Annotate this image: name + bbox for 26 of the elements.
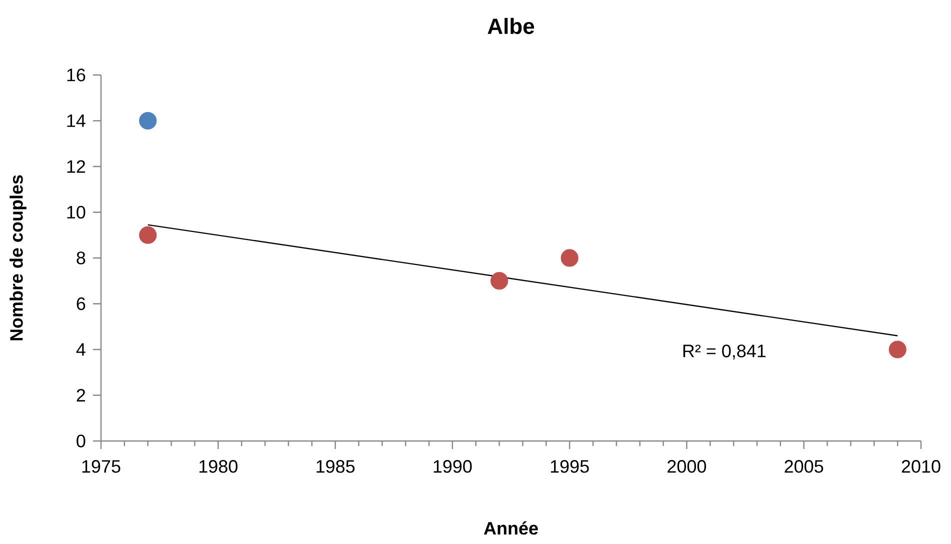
x-tick-label: 1995: [550, 460, 589, 473]
y-axis-title: Nombre de couples: [10, 175, 26, 340]
y-tick-label: 0: [76, 434, 86, 448]
y-tick-label: 14: [67, 114, 86, 127]
point: [490, 272, 508, 290]
x-tick-label: 1975: [82, 460, 120, 473]
y-tick-label: 4: [76, 343, 86, 356]
y-tick-label: 8: [76, 252, 86, 264]
y-tick-label: 6: [76, 297, 86, 310]
x-tick-label: 2000: [668, 460, 706, 473]
point: [139, 112, 157, 130]
x-tick-label: 1990: [434, 460, 472, 473]
point: [139, 226, 157, 244]
chart-title: Albe: [488, 18, 534, 34]
point: [560, 249, 578, 267]
x-axis-title: Année: [484, 521, 538, 535]
x-tick-label: 2005: [784, 460, 824, 473]
point: [888, 340, 906, 358]
x-tick-label: 1985: [316, 460, 355, 473]
x-tick-label: 1980: [200, 460, 238, 473]
y-tick-label: 2: [76, 388, 86, 402]
y-tick-label: 12: [67, 160, 86, 173]
y-tick-label: 10: [67, 206, 86, 219]
annotation: R² = 0,841: [683, 344, 766, 360]
x-tick-label: 2010: [902, 460, 940, 473]
y-tick-label: 16: [67, 68, 86, 82]
